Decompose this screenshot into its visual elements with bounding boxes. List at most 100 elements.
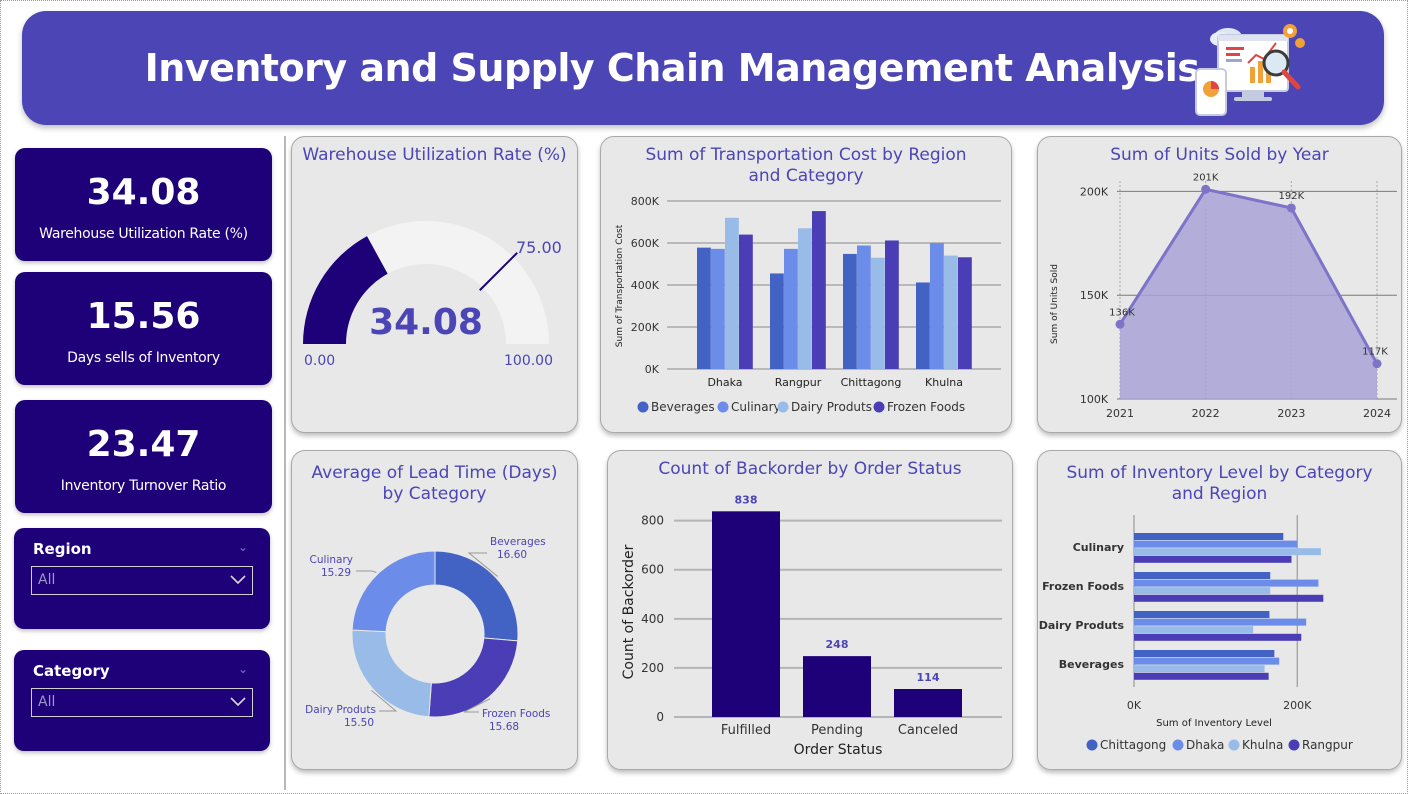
legend-label: Frozen Foods [887,400,965,414]
y-axis-label: Count of Backorder [621,544,637,679]
y-tick-label: 150K [1080,289,1109,302]
bar [944,255,958,369]
bar [885,240,899,369]
y-tick-label: 200 [641,661,664,675]
bar [803,656,871,717]
series-line [1118,187,1379,365]
gauge-chart: 75.00 34.08 0.00 100.00 [303,221,562,369]
chevron-down-icon[interactable]: ⌄ [237,662,248,676]
analytics-dashboard-icon [1195,24,1305,116]
y-tick-label: 100K [1080,393,1109,406]
transport-cost-chart: 0K 200K 400K 600K 800K Sum of Transportation … [615,195,1001,414]
bar [1134,657,1280,665]
bar [930,243,944,369]
inventory-level-card: Sum of Inventory Level by Category and R… [1037,450,1402,770]
bar [1134,579,1319,587]
slicer-title: Category [33,662,110,680]
legend-marker [637,401,649,413]
legend-marker [1086,739,1098,751]
slice-name-label: Frozen Foods [482,708,550,720]
legend-label: Culinary [731,400,781,414]
gauge-target-marker [479,252,518,291]
bar [916,282,930,369]
x-tick-label: Dhaka [707,376,742,389]
slice-value-label: 15.68 [489,721,519,733]
bar [1134,650,1275,657]
legend-marker [1228,739,1240,751]
bar [958,257,972,369]
card-title: Average of Lead Time (Days) by Category [311,463,558,504]
leader-line [356,570,377,573]
kpi-value: 34.08 [86,172,201,213]
legend-marker [1172,739,1184,751]
kpi-label: Inventory Turnover Ratio [60,478,227,494]
y-tick-label: 800K [631,195,660,208]
x-axis-label: Order Status [794,742,883,758]
x-tick-label: 0K [1127,699,1142,712]
donut-slice [428,637,519,718]
bar [1134,555,1292,563]
leader-line [371,689,398,712]
transport-cost-card: Sum of Transportation Cost by Region and… [600,136,1012,433]
donut-slice [351,550,436,633]
x-tick-label: 200K [1283,699,1312,712]
dropdown-value: All [38,572,56,588]
x-tick-label: Pending [811,723,863,738]
legend-label: Rangpur [1302,738,1353,752]
kpi-card-warehouse-utilization: 34.08 Warehouse Utilization Rate (%) [15,148,272,261]
gauge-value: 34.08 [369,302,483,343]
data-point [1286,203,1296,213]
card-title: Sum of Units Sold by Year [1110,145,1329,165]
data-label: 114 [917,671,940,684]
units-sold-chart: 100K 150K 200K Sum of Units Sold 136K 2021 201… [1050,172,1397,420]
x-tick-label: Chittagong [841,376,902,389]
gauge-min-label: 0.00 [304,353,335,369]
y-tick-label: 0 [656,710,664,724]
legend-marker [873,401,885,413]
y-tick-label: 400K [631,279,660,292]
kpi-label: Days sells of Inventory [67,350,220,366]
kpi-value: 23.47 [86,424,201,465]
bar [1134,672,1269,680]
bar [1134,611,1270,618]
y-tick-label: Beverages [1059,658,1125,671]
bar [871,257,885,369]
y-tick-label: Dairy Produts [1039,619,1125,632]
category-dropdown[interactable]: All [31,688,253,717]
leader-line [463,698,491,713]
x-axis-label: Sum of Inventory Level [1156,718,1272,729]
y-tick-label: 200K [1080,185,1109,198]
y-tick-label: Frozen Foods [1042,580,1124,593]
bar [784,248,798,369]
bar [1134,618,1307,626]
card-title: Warehouse Utilization Rate (%) [302,145,567,165]
bar [1134,548,1321,556]
bar [1134,665,1265,673]
x-tick-label: 2023 [1277,407,1305,420]
data-label: 192K [1279,191,1305,202]
bar [894,689,962,717]
legend-label: Beverages [651,400,715,414]
data-label: 838 [735,493,758,506]
slice-name-label: Dairy Produts [305,704,376,716]
card-title: Sum of Transportation Cost by Region and… [645,145,967,186]
slice-value-label: 16.60 [497,549,527,561]
dropdown-arrow-icon [230,697,246,707]
slice-value-label: 15.29 [321,567,351,579]
legend-marker [777,401,789,413]
y-tick-label: 400 [641,612,664,626]
gauge-max-label: 100.00 [504,353,553,369]
panel-divider [284,136,286,790]
y-tick-label: 200K [631,321,660,334]
gauge-card: Warehouse Utilization Rate (%) 75.00 34.… [291,136,578,433]
dropdown-value: All [38,694,56,710]
bar [1134,533,1284,540]
bar [1134,540,1298,548]
bar [798,228,812,369]
y-axis-label: Sum of Units Sold [1050,264,1060,344]
region-dropdown[interactable]: All [31,566,253,595]
chevron-down-icon[interactable]: ⌄ [237,540,248,554]
page-title: Inventory and Supply Chain Management An… [144,46,1200,90]
leader-line [467,552,498,577]
kpi-card-inventory-turnover: 23.47 Inventory Turnover Ratio [15,400,272,513]
